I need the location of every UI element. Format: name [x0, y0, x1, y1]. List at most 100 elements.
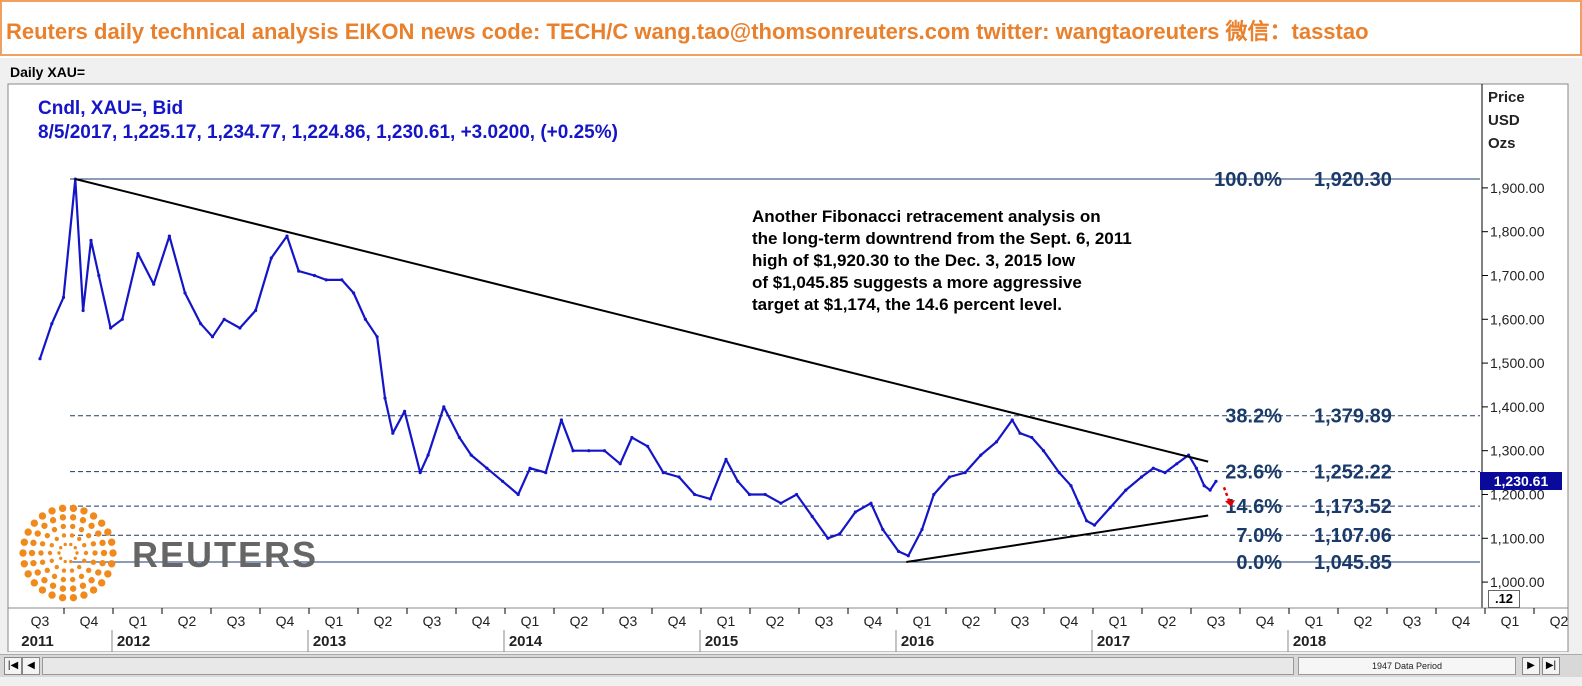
- logo-dot: [69, 576, 76, 583]
- price-point: [418, 471, 422, 475]
- logo-dot: [41, 522, 48, 529]
- price-point: [1151, 466, 1155, 470]
- logo-dot: [30, 579, 39, 587]
- scroll-left-icon[interactable]: ◀: [22, 657, 40, 675]
- trendline: [75, 178, 1209, 463]
- logo-dot: [61, 568, 67, 573]
- price-point: [1030, 435, 1034, 440]
- price-point: [947, 475, 952, 479]
- price-point: [1124, 488, 1128, 492]
- logo-dot: [88, 522, 95, 529]
- fib-value-label: 1,173.52: [1314, 496, 1392, 518]
- fib-percent-label: 7.0%: [1236, 525, 1282, 547]
- x-year-label: 2015: [705, 633, 738, 650]
- logo-dot: [57, 551, 61, 555]
- logo-dot: [60, 523, 67, 530]
- logo-dot: [58, 504, 67, 513]
- time-scrollbar[interactable]: |◀ ◀ 1947 Data Period ▶ ▶|: [0, 654, 1582, 677]
- logo-dot: [100, 549, 108, 557]
- x-quarter-label: Q3: [815, 613, 834, 629]
- x-quarter-label: Q3: [619, 613, 638, 629]
- x-quarter-label: Q3: [31, 613, 50, 629]
- price-point: [285, 234, 289, 238]
- ohlc-legend: 8/5/2017, 1,225.17, 1,234.77, 1,224.86, …: [38, 122, 618, 143]
- x-year-label: 2011: [21, 633, 54, 650]
- logo-dot: [99, 559, 106, 567]
- logo-dot: [80, 591, 88, 599]
- x-year-label: 2016: [901, 633, 934, 650]
- scroll-start-icon[interactable]: |◀: [4, 657, 22, 675]
- price-chart[interactable]: 100.0% 1,920.30 38.2% 1,379.89 23.6% 1,252.22…: [0, 82, 1582, 652]
- logo-dot: [41, 577, 48, 584]
- scroll-right-icon[interactable]: ▶: [1522, 657, 1540, 675]
- x-quarter-label: Q1: [129, 613, 148, 629]
- x-quarter-label: Q3: [1403, 613, 1422, 629]
- logo-dot: [89, 512, 98, 520]
- price-point: [136, 252, 140, 256]
- price-point: [1163, 471, 1167, 475]
- price-point: [618, 462, 622, 466]
- x-quarter-label: Q3: [423, 613, 442, 629]
- price-point: [375, 335, 379, 339]
- price-point: [238, 326, 242, 330]
- logo-dot: [49, 542, 54, 548]
- logo-dot: [95, 569, 102, 576]
- x-quarter-label: Q2: [374, 613, 393, 629]
- price-point: [183, 291, 187, 295]
- logo-dot: [75, 551, 79, 555]
- logo-dot: [69, 593, 78, 602]
- x-quarter-label: Q4: [1060, 613, 1079, 629]
- x-year-label: 2018: [1293, 633, 1326, 650]
- x-quarter-label: Q4: [1256, 613, 1275, 629]
- logo-dot: [44, 532, 51, 539]
- axis-unit-price: Price: [1488, 89, 1525, 106]
- instrument-legend: Cndl, XAU=, Bid: [38, 98, 184, 119]
- banner-text: Reuters daily technical analysis EIKON n…: [6, 19, 1369, 44]
- analysis-note: Another Fibonacci retracement analysis o…: [752, 206, 1222, 316]
- price-point: [457, 435, 461, 440]
- price-point: [932, 492, 936, 497]
- fib-value-label: 1,920.30: [1314, 169, 1392, 191]
- logo-dot: [59, 556, 63, 560]
- y-tick-label: 1,900.00: [1490, 180, 1545, 196]
- logo-dot: [79, 517, 87, 524]
- y-tick-label: 1,500.00: [1490, 355, 1545, 371]
- logo-dot: [73, 556, 77, 560]
- logo-dot: [61, 533, 67, 538]
- price-point: [1010, 418, 1014, 422]
- price-point: [1139, 475, 1144, 479]
- logo-dot: [60, 576, 67, 583]
- scroll-end-icon[interactable]: ▶|: [1542, 657, 1560, 675]
- x-quarter-label: Q2: [570, 613, 589, 629]
- price-point: [963, 471, 967, 475]
- price-point: [1041, 449, 1046, 453]
- price-point: [1202, 484, 1206, 488]
- price-point: [403, 409, 407, 413]
- price-point: [779, 501, 783, 505]
- logo-wordmark: REUTERS: [132, 534, 318, 575]
- price-point: [1057, 471, 1061, 475]
- logo-dot: [83, 550, 89, 556]
- price-point: [254, 308, 258, 313]
- scale-indicator[interactable]: .12: [1488, 590, 1520, 608]
- price-point: [602, 449, 607, 453]
- price-point: [269, 256, 273, 260]
- price-point: [312, 273, 316, 278]
- logo-dot: [48, 507, 56, 515]
- logo-dot: [80, 507, 88, 515]
- price-point: [544, 471, 548, 475]
- logo-dot: [51, 573, 58, 580]
- logo-dot: [19, 549, 27, 557]
- logo-dot: [30, 519, 39, 527]
- price-point: [442, 405, 446, 409]
- price-point: [324, 278, 328, 282]
- scroll-track[interactable]: [42, 657, 1294, 675]
- x-year-label: 2013: [313, 633, 346, 650]
- logo-dot: [92, 550, 98, 556]
- price-point: [571, 449, 575, 453]
- data-period-thumb[interactable]: 1947 Data Period: [1298, 657, 1516, 675]
- price-point: [120, 317, 124, 321]
- x-quarter-label: Q3: [1207, 613, 1226, 629]
- price-point: [559, 418, 564, 422]
- x-quarter-label: Q2: [962, 613, 981, 629]
